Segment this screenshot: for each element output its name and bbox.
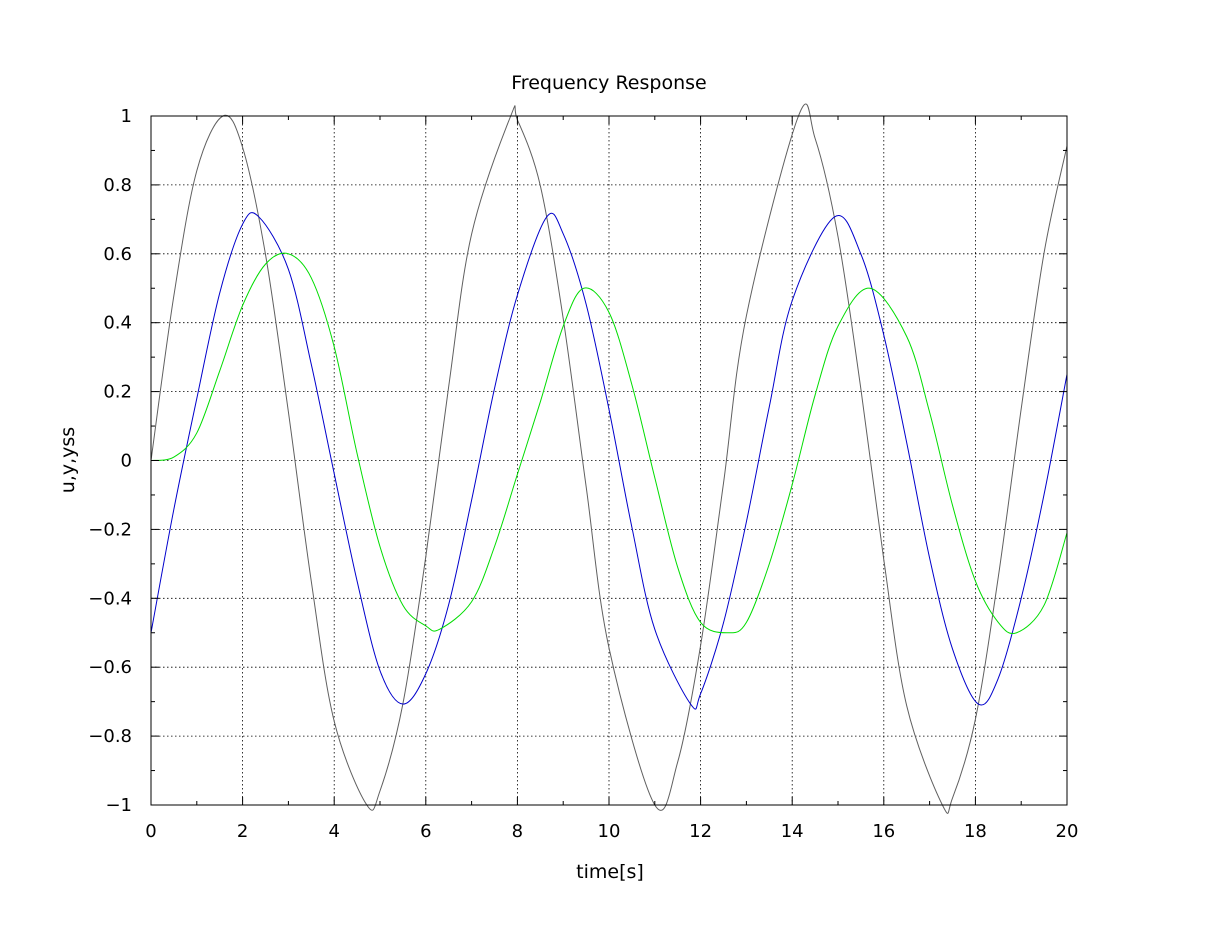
y-tick-label: 0.2	[103, 382, 132, 403]
x-tick-label: 10	[598, 821, 621, 842]
chart-title: Frequency Response	[511, 72, 706, 94]
data-series	[150, 103, 1068, 814]
y-tick-label: −0.2	[88, 519, 132, 540]
y-tick-label: 1	[121, 106, 132, 127]
series-line-1	[150, 103, 1068, 814]
x-tick-label: 4	[328, 821, 339, 842]
x-tick-label: 2	[237, 821, 248, 842]
y-tick-label: 0.6	[103, 244, 132, 265]
y-tick-label: −0.8	[88, 726, 132, 747]
x-tick-label: 20	[1056, 821, 1079, 842]
y-tick-label: −0.4	[88, 588, 132, 609]
x-tick-label: 8	[512, 821, 523, 842]
y-tick-label: 0	[121, 451, 132, 472]
tick-labels: 0 2 4 6 8 10 12 14 16 18 20 −1 −0.8 −0.6 −0.4 −0.2 0 0.2 0…	[88, 106, 1078, 842]
y-tick-label: 0.4	[103, 313, 132, 334]
axis-ticks	[150, 115, 1068, 806]
series-line-3	[150, 252, 1068, 635]
y-tick-label: −0.6	[88, 657, 132, 678]
x-tick-label: 14	[781, 821, 804, 842]
x-tick-label: 6	[420, 821, 431, 842]
series-line-2	[150, 212, 1068, 710]
x-tick-label: 18	[964, 821, 987, 842]
y-axis-label: u,y,yss	[57, 427, 79, 493]
x-axis-label: time[s]	[576, 861, 644, 883]
y-tick-label: 0.8	[103, 175, 132, 196]
y-tick-label: −1	[105, 795, 132, 816]
x-tick-label: 12	[689, 821, 712, 842]
x-tick-label: 0	[145, 821, 156, 842]
x-tick-label: 16	[872, 821, 895, 842]
